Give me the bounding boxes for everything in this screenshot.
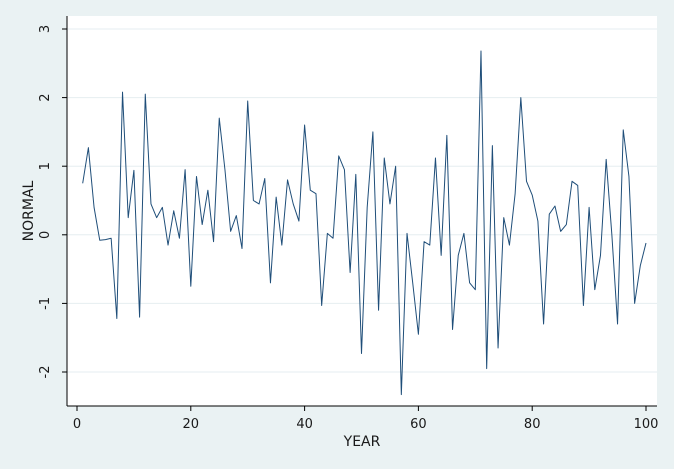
x-axis-ticks: 0 20 40 60 80 100: [73, 406, 659, 432]
x-tick-label: 60: [410, 417, 427, 432]
x-tick-label: 80: [524, 417, 541, 432]
y-axis-title: NORMAL: [21, 180, 37, 241]
series-line-normal: [82, 50, 647, 396]
y-tick-label: 1: [38, 162, 53, 170]
x-tick-label: 100: [634, 417, 659, 432]
y-tick-label: 3: [38, 25, 53, 33]
x-tick-label: 40: [296, 417, 313, 432]
y-axis-ticks: 3 2 1 0 -1 -2: [38, 25, 67, 379]
x-axis-title: YEAR: [343, 434, 381, 450]
y-tick-label: 0: [38, 231, 53, 239]
x-tick-label: 0: [73, 417, 81, 432]
y-tick-label: -1: [38, 297, 53, 310]
x-tick-label: 20: [183, 417, 200, 432]
y-tick-label: 2: [38, 93, 53, 101]
grid-lines: [67, 28, 657, 373]
y-tick-label: -2: [38, 366, 53, 379]
